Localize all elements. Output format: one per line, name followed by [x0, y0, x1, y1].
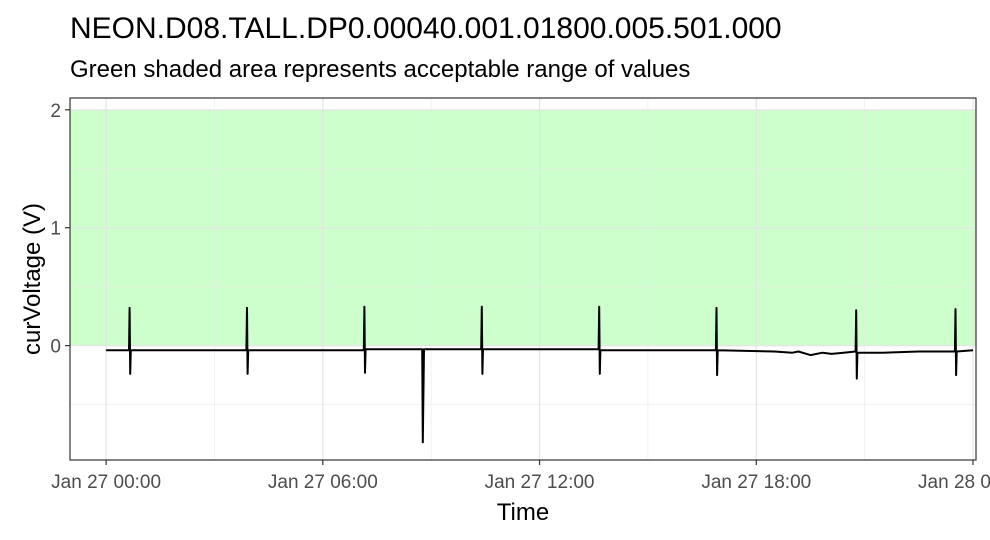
x-axis-title: Time: [497, 499, 549, 526]
y-tick-label: 2: [50, 101, 61, 122]
y-axis-title: curVoltage (V): [19, 203, 46, 355]
plot-border: [69, 97, 977, 461]
chart-subtitle: Green shaded area represents acceptable …: [70, 56, 690, 83]
y-tick-label: 0: [50, 337, 61, 358]
x-tick-label: Jan 27 00:00: [51, 472, 161, 493]
y-tick-label: 1: [50, 219, 61, 240]
chart-title: NEON.D08.TALL.DP0.00040.001.01800.005.50…: [70, 12, 782, 45]
x-tick-label: Jan 27 18:00: [701, 472, 811, 493]
x-tick-label: Jan 27 12:00: [485, 472, 595, 493]
plot-panel: 0 1 2 Jan 27 00:00 Jan 27 06:00 Jan 27 12:00 J…: [50, 97, 990, 493]
curvoltage-line: [106, 305, 974, 444]
x-tick-label: Jan 27 06:00: [268, 472, 378, 493]
x-tick-label: Jan 28 00:00: [918, 472, 990, 493]
